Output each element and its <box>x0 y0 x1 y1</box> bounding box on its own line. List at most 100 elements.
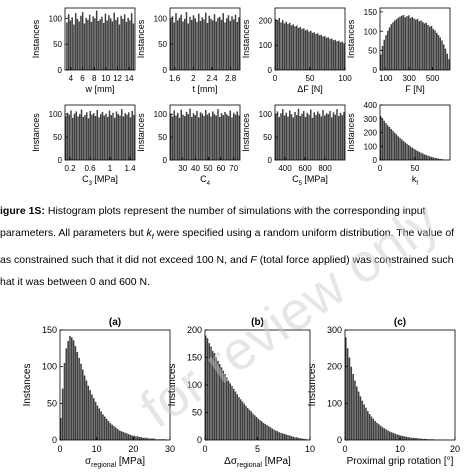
bar <box>65 116 67 160</box>
bar <box>363 404 365 440</box>
bar <box>229 20 231 71</box>
y-tick-label: 200 <box>259 16 273 25</box>
bar <box>325 37 328 70</box>
bar <box>396 434 398 440</box>
bar <box>292 436 294 440</box>
bar <box>290 25 293 70</box>
bar <box>178 117 181 160</box>
bar <box>283 23 286 71</box>
bar <box>69 20 72 70</box>
bar <box>294 437 296 440</box>
bar <box>434 157 436 160</box>
bar <box>404 17 406 70</box>
x-axis-label: t [mm] <box>193 84 218 94</box>
bar <box>76 352 79 440</box>
bar <box>85 17 87 70</box>
y-tick-label: 100 <box>154 110 168 119</box>
bar <box>289 435 291 440</box>
x-label-unit: [MPa] <box>116 456 145 467</box>
y-axis-label: Instances <box>346 19 356 58</box>
bar <box>422 438 424 440</box>
bar <box>262 422 265 440</box>
bar <box>420 438 422 440</box>
bar <box>379 425 382 440</box>
bar <box>187 23 189 70</box>
bar <box>331 117 333 161</box>
bar <box>66 112 69 160</box>
bar <box>345 337 347 440</box>
bar <box>170 19 172 70</box>
bar <box>390 432 393 440</box>
bar <box>343 111 345 161</box>
bar <box>109 18 112 70</box>
bar <box>60 418 62 440</box>
bar <box>222 13 224 71</box>
bar <box>87 385 90 440</box>
bar <box>146 437 148 440</box>
bar <box>318 113 321 160</box>
y-axis-label: Instances <box>136 19 146 58</box>
bar <box>269 427 272 440</box>
bar <box>227 380 230 440</box>
bar <box>381 45 384 70</box>
y-tick-label: 150 <box>42 325 57 335</box>
bar <box>401 15 403 70</box>
bar <box>282 109 284 161</box>
y-tick-label: 300 <box>327 325 342 335</box>
bar <box>89 390 91 440</box>
bar <box>95 10 98 70</box>
x-axis-label: C4 <box>200 174 211 187</box>
bar <box>91 114 93 161</box>
x-tick-label: 20 <box>450 444 460 454</box>
y-tick-label: 50 <box>47 398 57 408</box>
y-axis-label: Instances <box>22 364 33 407</box>
bar <box>354 380 356 440</box>
bar <box>383 120 385 160</box>
x-tick-label: 0 <box>273 74 278 83</box>
bar <box>142 437 145 440</box>
bar <box>327 114 329 160</box>
bar <box>78 357 80 440</box>
bar <box>233 112 235 160</box>
bar <box>87 118 90 160</box>
bar <box>282 20 284 70</box>
x-tick-label: 20 <box>128 444 138 454</box>
bar <box>140 437 143 440</box>
bar <box>299 116 301 160</box>
bar <box>128 112 130 160</box>
y-axis-label: Instances <box>136 113 146 152</box>
bar <box>101 111 104 161</box>
bar <box>227 15 230 70</box>
bar <box>407 437 409 440</box>
bar <box>268 426 270 440</box>
bar <box>411 16 413 70</box>
bar <box>80 109 83 160</box>
bar <box>208 15 210 70</box>
y-tick-label: 0 <box>197 435 202 445</box>
bar <box>73 113 76 160</box>
bar <box>303 110 305 160</box>
x-axis-label: C3 [MPa] <box>82 174 118 187</box>
bar <box>93 398 95 440</box>
bar <box>413 148 415 160</box>
bar <box>322 36 324 70</box>
bar <box>61 388 64 440</box>
bar <box>338 116 340 160</box>
bar <box>182 21 184 70</box>
bar <box>418 21 420 70</box>
x-axis-label: σregional [MPa] <box>85 456 145 469</box>
bar <box>238 115 240 160</box>
x-label-unit: [MPa] <box>262 456 291 467</box>
bar <box>446 53 448 70</box>
y-tick-label: 0 <box>337 435 342 445</box>
bar <box>297 437 300 440</box>
bar <box>97 20 100 71</box>
bar <box>226 18 228 70</box>
bar <box>208 112 210 160</box>
plot-frame <box>169 104 241 161</box>
bar <box>106 20 108 70</box>
bar <box>387 430 389 440</box>
bar <box>220 113 223 160</box>
bar <box>213 353 216 440</box>
y-axis-label: Instances <box>31 113 41 152</box>
